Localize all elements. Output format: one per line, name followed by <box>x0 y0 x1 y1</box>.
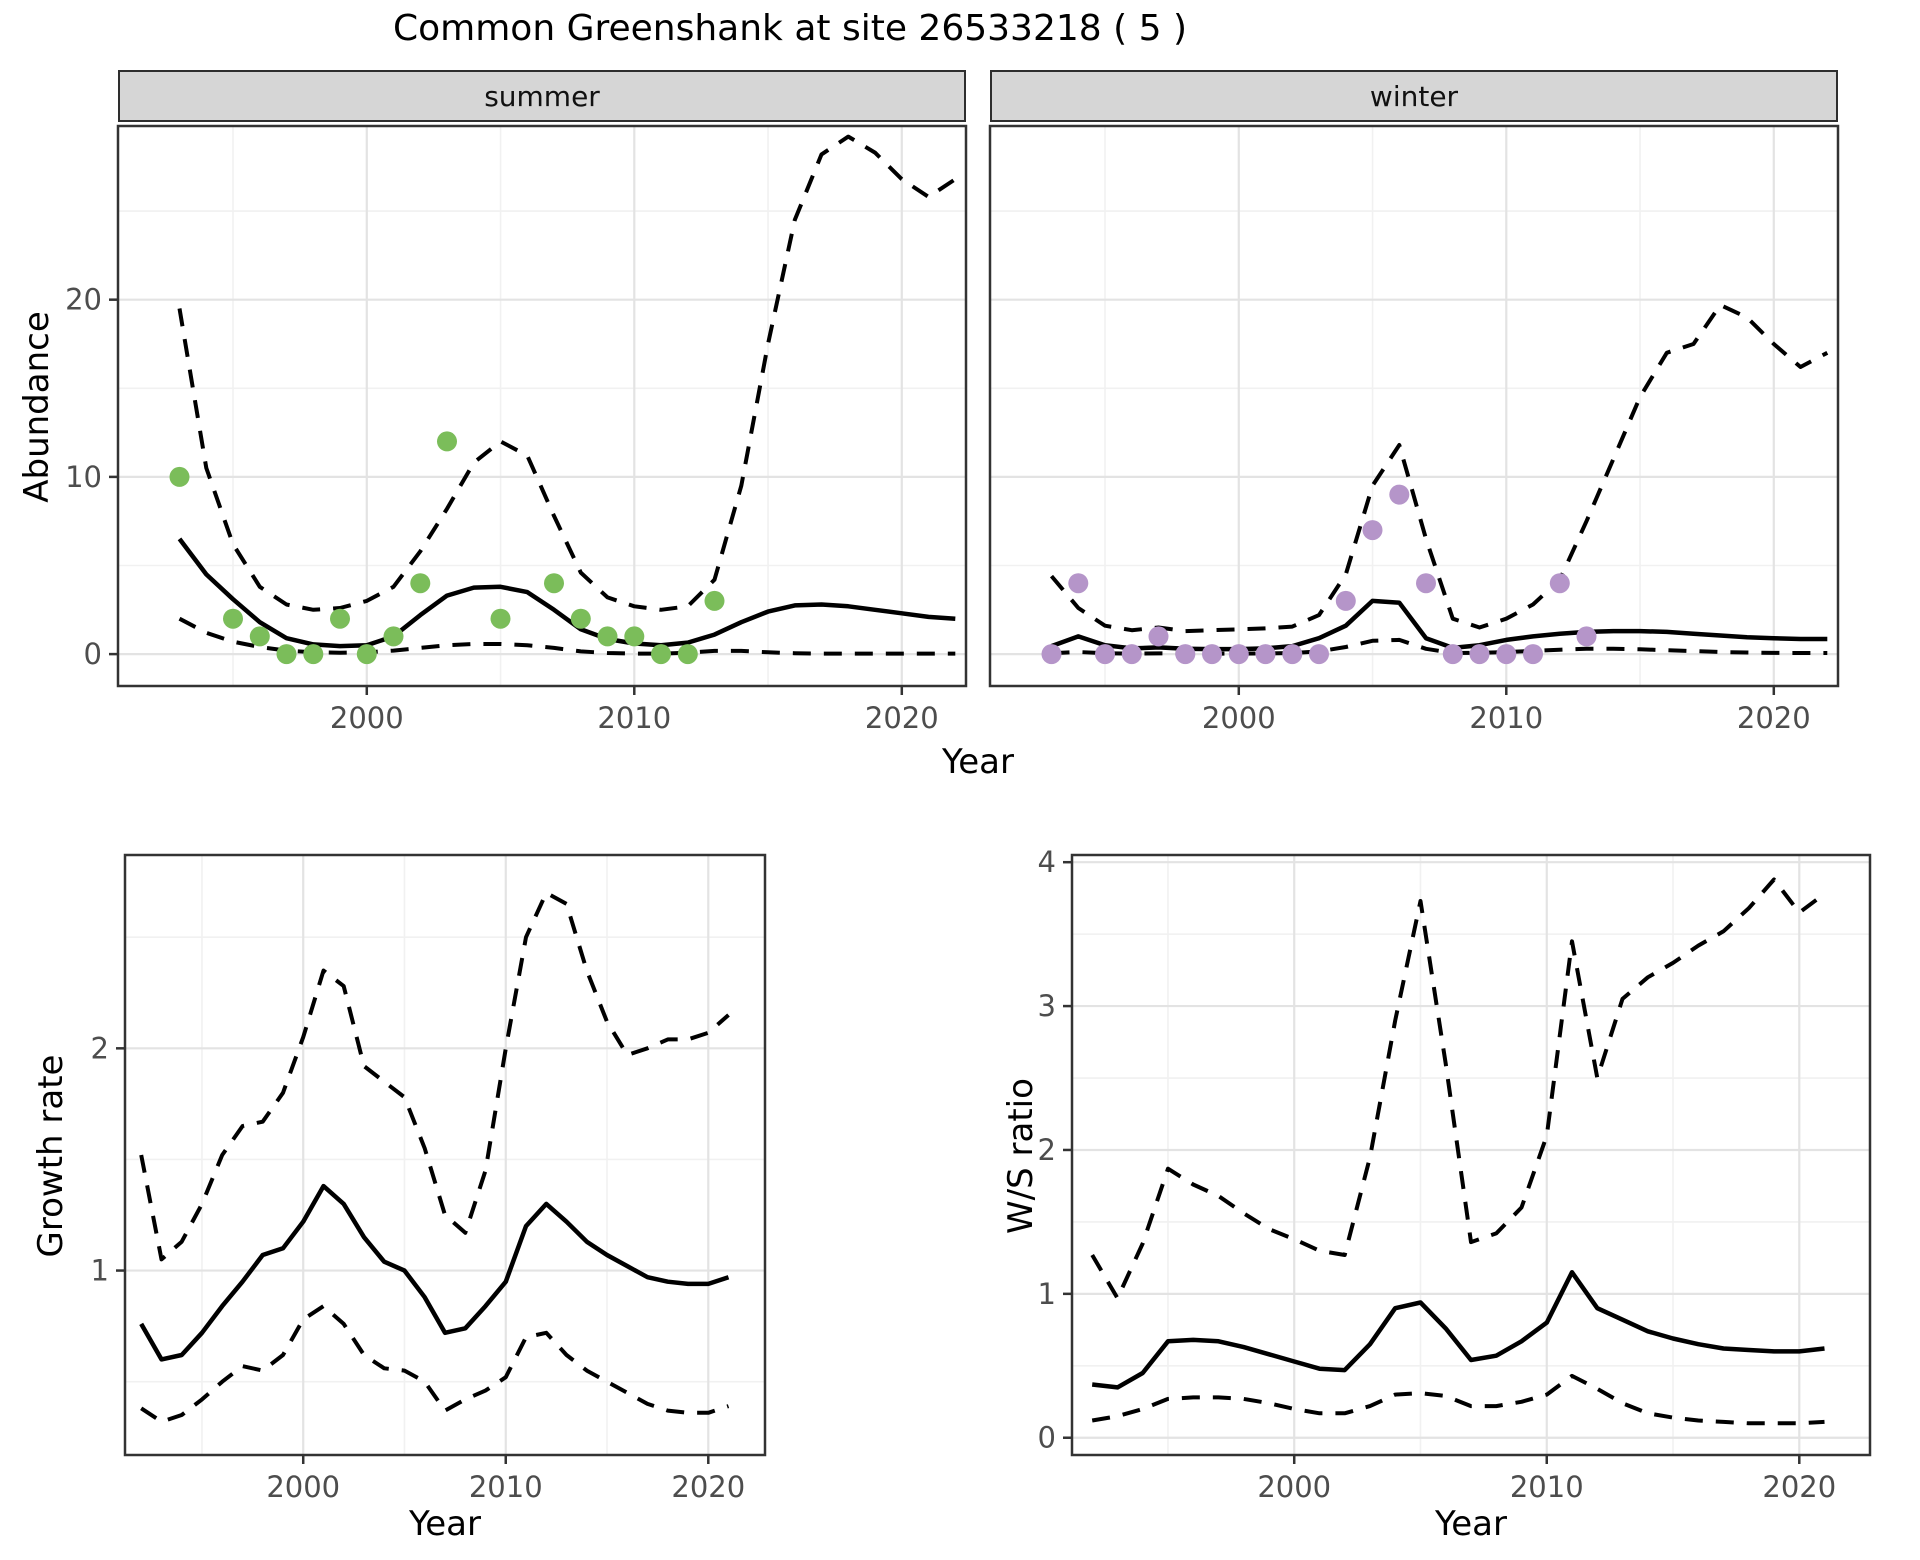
summer-panel-border <box>116 124 968 688</box>
summer-data-point <box>544 573 564 594</box>
winter-panel-background <box>990 126 1838 686</box>
summer-data-point <box>704 590 725 611</box>
summer-panel-background <box>118 126 966 686</box>
winter-data-point <box>1228 644 1249 665</box>
ws-y-tick-label: 2 <box>1038 1133 1056 1167</box>
ws-median-line <box>1091 1270 1825 1390</box>
winter-data-point <box>1389 484 1410 505</box>
summer-data-point <box>303 644 324 665</box>
ws-y-tick-label: 3 <box>1038 989 1056 1023</box>
winter-x-tick-label: 2000 <box>1202 701 1276 735</box>
plot-title: Common Greenshank at site 26533218 ( 5 ) <box>393 8 1187 49</box>
winter-data-point <box>1255 644 1276 665</box>
growth-y-tick-label: 2 <box>91 1031 109 1065</box>
ws-upper_ci-line <box>1090 877 1826 1301</box>
summer-data-point <box>490 608 511 629</box>
winter-data-point <box>1442 644 1463 665</box>
summer-data-point <box>570 608 591 629</box>
x-axis-label-year-ws: Year <box>1435 1504 1507 1544</box>
summer-data-point <box>276 644 297 665</box>
winter-data-point <box>1041 644 1062 665</box>
winter-panel-border <box>988 124 1840 688</box>
summer-upper_ci-line <box>177 134 957 612</box>
winter-data-point <box>1496 644 1517 665</box>
ws-x-tick-label: 2000 <box>1257 1470 1331 1504</box>
growth-median-line <box>139 1183 730 1362</box>
summer-y-tick-label: 0 <box>84 637 102 671</box>
facet-strip-summer: summer <box>118 70 966 122</box>
ws-y-tick-label: 4 <box>1038 845 1056 879</box>
winter-data-point <box>1523 644 1543 665</box>
x-axis-label-year-top: Year <box>942 742 1014 782</box>
summer-data-point <box>597 626 618 647</box>
growth-x-tick-label: 2020 <box>671 1470 745 1504</box>
winter-data-point <box>1068 573 1089 594</box>
winter-x-tick-label: 2010 <box>1469 701 1543 735</box>
growth-y-tick-label: 1 <box>91 1254 109 1288</box>
summer-data-point <box>249 626 270 647</box>
ws-panel-background <box>1072 855 1870 1455</box>
growth-panel-background <box>125 855 765 1455</box>
ws-x-tick-label: 2010 <box>1510 1470 1584 1504</box>
winter-data-point <box>1362 520 1383 541</box>
summer-data-point <box>223 608 243 629</box>
winter-data-point <box>1309 644 1329 665</box>
facet-strip-summer-label: summer <box>484 79 600 113</box>
summer-data-point <box>651 644 671 665</box>
summer-data-point <box>437 431 457 452</box>
summer-data-point <box>383 626 404 647</box>
summer-x-tick-label: 2020 <box>865 701 939 735</box>
growth-x-tick-label: 2000 <box>266 1470 340 1504</box>
ws-x-tick-label: 2020 <box>1762 1470 1836 1504</box>
winter-data-point <box>1335 590 1356 611</box>
winter-data-point <box>1282 644 1303 665</box>
growth-upper_ci-line <box>139 890 730 1262</box>
summer-data-point <box>169 466 190 487</box>
summer-data-point <box>624 626 645 647</box>
growth-panel-border <box>123 853 767 1457</box>
winter-x-tick-label: 2020 <box>1737 701 1811 735</box>
winter-data-point <box>1549 573 1570 594</box>
ws-y-tick-label: 0 <box>1038 1421 1056 1455</box>
summer-data-point <box>356 644 377 665</box>
winter-data-point <box>1121 644 1142 665</box>
ws-lower_ci-line <box>1091 1373 1825 1426</box>
summer-median-line <box>177 537 956 649</box>
winter-upper_ci-line <box>1049 303 1829 634</box>
summer-x-tick-label: 2010 <box>597 701 671 735</box>
x-axis-label-year-growth: Year <box>409 1504 481 1544</box>
winter-data-point <box>1576 626 1597 647</box>
facet-strip-winter-label: winter <box>1369 79 1459 113</box>
summer-x-tick-label: 2000 <box>330 701 404 735</box>
winter-data-point <box>1469 644 1490 665</box>
ws-y-tick-label: 1 <box>1038 1277 1056 1311</box>
ws-panel-border <box>1070 853 1872 1457</box>
winter-data-point <box>1202 644 1222 665</box>
summer-y-tick-label: 10 <box>65 460 102 494</box>
growth-lower_ci-line <box>140 1304 730 1424</box>
winter-data-point <box>1175 644 1196 665</box>
growth-x-tick-label: 2010 <box>469 1470 543 1504</box>
summer-data-point <box>677 644 698 665</box>
summer-data-point <box>330 608 350 629</box>
summer-y-tick-label: 20 <box>65 283 102 317</box>
winter-data-point <box>1148 626 1169 647</box>
summer-data-point <box>410 573 431 594</box>
winter-data-point <box>1095 644 1115 665</box>
facet-strip-winter: winter <box>990 70 1838 122</box>
winter-data-point <box>1416 573 1436 594</box>
